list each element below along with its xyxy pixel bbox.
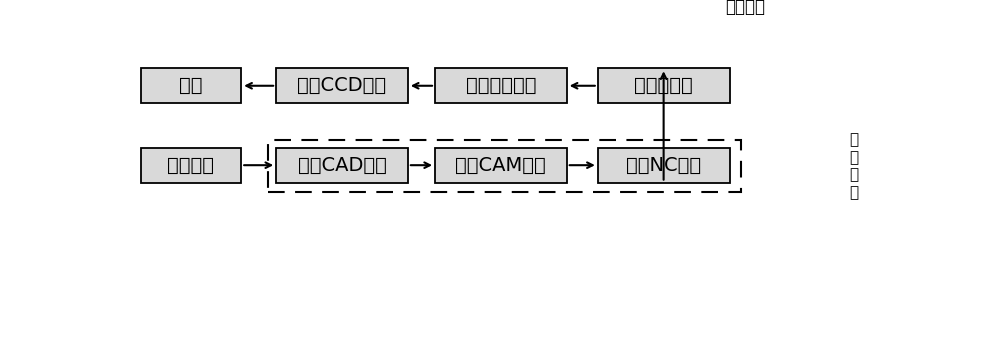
Text: 建立CAD模型: 建立CAD模型 (298, 156, 386, 175)
Text: 完成多层加工: 完成多层加工 (466, 76, 536, 95)
Text: 生成NC程序: 生成NC程序 (626, 156, 701, 175)
Text: 加工第一层: 加工第一层 (634, 76, 693, 95)
FancyBboxPatch shape (276, 148, 408, 183)
FancyBboxPatch shape (435, 68, 567, 103)
FancyBboxPatch shape (598, 148, 730, 183)
Text: 自
动
编
程: 自 动 编 程 (849, 132, 858, 200)
Polygon shape (664, 0, 826, 31)
FancyBboxPatch shape (140, 148, 241, 183)
FancyBboxPatch shape (140, 68, 241, 103)
Text: 重复多遍
执行程序: 重复多遍 执行程序 (725, 0, 765, 16)
Text: 工艺规划: 工艺规划 (167, 156, 214, 175)
FancyBboxPatch shape (404, 0, 536, 6)
FancyBboxPatch shape (598, 68, 730, 103)
Text: 在线CCD检测: 在线CCD检测 (297, 76, 387, 95)
Text: 进入CAM模块: 进入CAM模块 (456, 156, 546, 175)
FancyBboxPatch shape (435, 148, 567, 183)
Text: 成品: 成品 (179, 76, 203, 95)
FancyBboxPatch shape (276, 68, 408, 103)
